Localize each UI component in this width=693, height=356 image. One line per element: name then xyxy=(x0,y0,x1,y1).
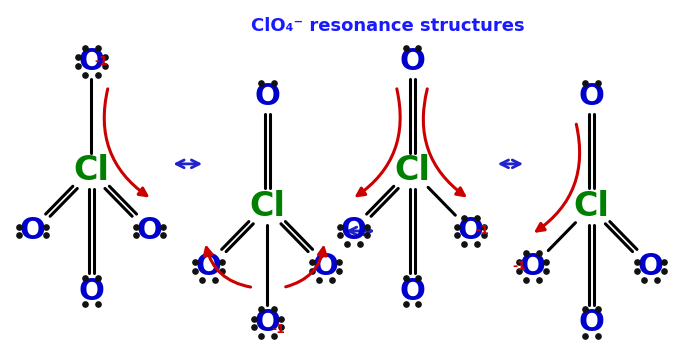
Text: O: O xyxy=(78,47,104,76)
FancyArrowPatch shape xyxy=(357,89,400,196)
Text: -1: -1 xyxy=(95,55,109,68)
FancyArrowPatch shape xyxy=(104,89,147,196)
Text: O: O xyxy=(458,216,484,246)
Text: O: O xyxy=(399,47,425,76)
FancyArrowPatch shape xyxy=(286,248,326,287)
Text: -1: -1 xyxy=(272,323,286,336)
Text: O: O xyxy=(137,216,163,246)
Text: O: O xyxy=(254,82,280,111)
Text: O: O xyxy=(579,82,604,111)
Text: Cl: Cl xyxy=(574,190,609,223)
Text: Cl: Cl xyxy=(249,190,285,223)
Text: Cl: Cl xyxy=(394,155,430,188)
Text: O: O xyxy=(313,252,339,281)
Text: O: O xyxy=(399,277,425,305)
Text: O: O xyxy=(254,308,280,337)
FancyArrowPatch shape xyxy=(536,124,579,231)
Text: O: O xyxy=(78,277,104,305)
Text: O: O xyxy=(638,252,663,281)
Text: O: O xyxy=(340,216,367,246)
Text: -1: -1 xyxy=(475,225,489,237)
Text: Cl: Cl xyxy=(73,155,109,188)
Text: ClO₄⁻ resonance structures: ClO₄⁻ resonance structures xyxy=(251,17,525,35)
Text: O: O xyxy=(579,308,604,337)
FancyArrowPatch shape xyxy=(204,248,251,287)
Text: -1: -1 xyxy=(512,260,526,273)
FancyArrowPatch shape xyxy=(423,89,464,195)
Text: O: O xyxy=(19,216,45,246)
Text: O: O xyxy=(520,252,546,281)
Text: O: O xyxy=(195,252,221,281)
